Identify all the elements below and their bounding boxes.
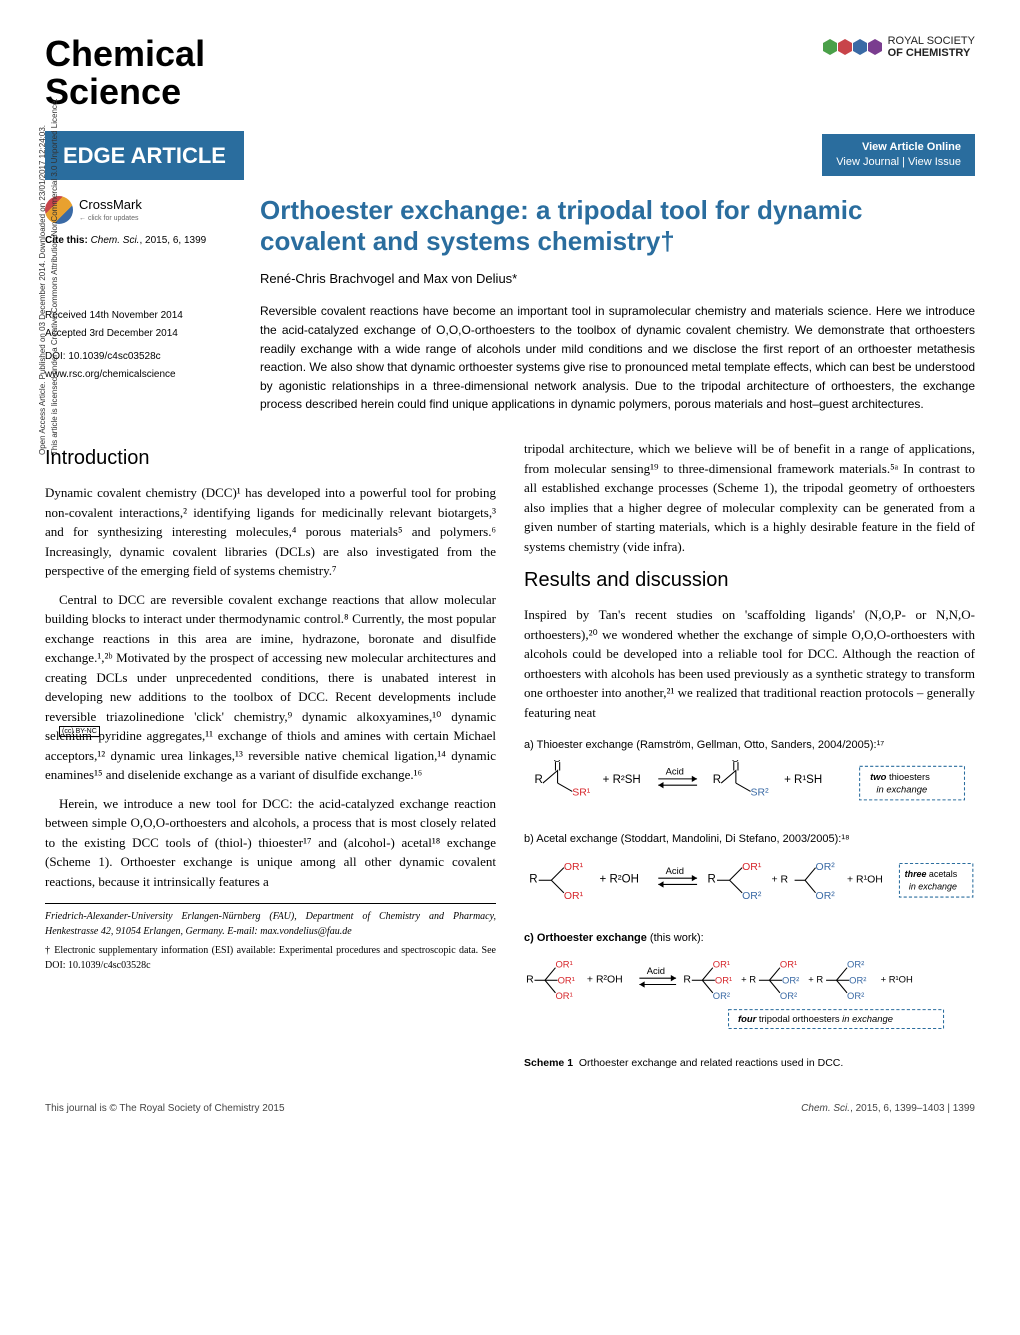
article-title: Orthoester exchange: a tripodal tool for…: [260, 195, 975, 257]
svg-text:OR²: OR²: [847, 958, 864, 969]
svg-text:Acid: Acid: [666, 865, 684, 876]
cc-license-badge: (cc) BY-NC: [59, 725, 100, 738]
crossmark-badge[interactable]: CrossMark ← click for updates: [45, 195, 230, 225]
svg-text:OR¹: OR¹: [555, 958, 572, 969]
svg-text:four tripodal orthoesters in e: four tripodal orthoesters in exchange: [738, 1013, 893, 1024]
svg-text:+ R¹OH: + R¹OH: [847, 875, 883, 886]
page-citation: Chem. Sci., 2015, 6, 1399–1403 | 1399: [801, 1101, 975, 1116]
svg-text:R: R: [708, 874, 716, 886]
received-date: Received 14th November 2014: [45, 308, 230, 323]
metadata-sidebar: CrossMark ← click for updates Cite this:…: [45, 195, 230, 414]
svg-text:in exchange: in exchange: [909, 882, 957, 892]
svg-text:R: R: [526, 974, 534, 985]
svg-text:OR²: OR²: [742, 892, 762, 903]
view-links[interactable]: View Article Online View Journal | View …: [822, 134, 975, 177]
publisher-name: ROYAL SOCIETY OF CHEMISTRY: [888, 35, 975, 59]
scheme-c-reaction: R OR¹ OR¹ OR¹ + R²OH Acid R: [524, 953, 975, 1042]
article-type-label: EDGE ARTICLE: [45, 131, 244, 180]
svg-text:OR¹: OR¹: [715, 974, 732, 985]
rsc-hexagons: [823, 39, 882, 55]
svg-text:O: O: [553, 760, 560, 764]
authors: René-Chris Brachvogel and Max von Delius…: [260, 269, 975, 289]
svg-text:Acid: Acid: [647, 965, 665, 976]
right-column: tripodal architecture, which we believe …: [524, 439, 975, 1071]
svg-text:in exchange: in exchange: [876, 783, 927, 794]
intro-heading: Introduction: [45, 443, 496, 473]
svg-text:OR²: OR²: [816, 862, 836, 873]
svg-text:OR¹: OR¹: [713, 958, 730, 969]
svg-text:Acid: Acid: [666, 765, 684, 776]
scheme-1: a) Thioester exchange (Ramström, Gellman…: [524, 737, 975, 1071]
svg-text:+ R¹SH: + R¹SH: [784, 774, 822, 786]
scheme-b-reaction: R OR¹ OR¹ + R²OH Acid R OR¹: [524, 853, 975, 916]
svg-text:R: R: [529, 874, 537, 886]
scheme-c-label: c) Orthoester exchange (this work):: [524, 930, 975, 947]
accepted-date: Accepted 3rd December 2014: [45, 326, 230, 341]
page-header: Chemical Science ROYAL SOCIETY OF CHEMIS…: [45, 35, 975, 111]
metadata-row: CrossMark ← click for updates Cite this:…: [45, 195, 975, 414]
copyright: This journal is © The Royal Society of C…: [45, 1101, 285, 1116]
open-access-sidebar: Open Access Article. Published on 03 Dec…: [37, 0, 61, 455]
svg-text:OR²: OR²: [713, 990, 730, 1001]
scheme-caption: Scheme 1 Orthoester exchange and related…: [524, 1056, 975, 1072]
svg-text:R: R: [535, 774, 543, 786]
svg-text:OR¹: OR¹: [558, 974, 575, 985]
svg-text:OR¹: OR¹: [564, 892, 584, 903]
svg-text:SR²: SR²: [751, 787, 770, 798]
intro-para-3: Herein, we introduce a new tool for DCC:…: [45, 794, 496, 892]
svg-text:+ R²OH: + R²OH: [587, 974, 623, 985]
dates-block: Received 14th November 2014 Accepted 3rd…: [45, 308, 230, 382]
svg-text:OR¹: OR¹: [564, 862, 584, 873]
svg-text:OR²: OR²: [782, 974, 799, 985]
esi-note: † Electronic supplementary information (…: [45, 944, 496, 973]
svg-text:+ R: + R: [808, 973, 823, 984]
page-footer: This journal is © The Royal Society of C…: [45, 1101, 975, 1116]
doi: DOI: 10.1039/c4sc03528c: [45, 349, 230, 364]
svg-text:OR²: OR²: [780, 990, 797, 1001]
scheme-a-label: a) Thioester exchange (Ramström, Gellman…: [524, 737, 975, 754]
svg-text:SR¹: SR¹: [572, 787, 591, 798]
left-column: Introduction Dynamic covalent chemistry …: [45, 439, 496, 1071]
intro-para-2: Central to DCC are reversible covalent e…: [45, 590, 496, 785]
abstract: Reversible covalent reactions have becom…: [260, 302, 975, 414]
results-para-1: Inspired by Tan's recent studies on 'sca…: [524, 605, 975, 722]
svg-text:+ R²SH: + R²SH: [603, 774, 641, 786]
svg-text:+ R²OH: + R²OH: [600, 874, 639, 886]
crossmark-sublabel: ← click for updates: [79, 214, 142, 225]
svg-text:OR¹: OR¹: [742, 862, 762, 873]
svg-text:+ R: + R: [741, 973, 756, 984]
scheme-b-label: b) Acetal exchange (Stoddart, Mandolini,…: [524, 831, 975, 848]
affiliation: Friedrich-Alexander-University Erlangen-…: [45, 903, 496, 939]
publisher-logo: ROYAL SOCIETY OF CHEMISTRY: [823, 35, 975, 59]
svg-text:OR²: OR²: [816, 892, 836, 903]
svg-text:R: R: [683, 974, 691, 985]
citation: Cite this: Chem. Sci., 2015, 6, 1399: [45, 233, 230, 248]
journal-title: Chemical Science: [45, 35, 205, 111]
body-columns: Introduction Dynamic covalent chemistry …: [45, 439, 975, 1071]
col2-para-1: tripodal architecture, which we believe …: [524, 439, 975, 556]
intro-para-1: Dynamic covalent chemistry (DCC)¹ has de…: [45, 483, 496, 581]
svg-text:R: R: [713, 774, 721, 786]
svg-text:OR²: OR²: [847, 990, 864, 1001]
svg-text:+ R¹OH: + R¹OH: [881, 973, 913, 984]
title-abstract-block: Orthoester exchange: a tripodal tool for…: [260, 195, 975, 414]
svg-text:three acetals: three acetals: [905, 870, 958, 880]
svg-text:two thioesters: two thioesters: [870, 770, 930, 781]
scheme-a-reaction: R O SR¹ + R²SH Acid R O: [524, 760, 975, 817]
svg-text:OR¹: OR¹: [555, 990, 572, 1001]
svg-text:OR¹: OR¹: [780, 958, 797, 969]
svg-text:O: O: [732, 760, 739, 764]
crossmark-label: CrossMark: [79, 195, 142, 215]
svg-text:OR²: OR²: [849, 974, 866, 985]
article-type-bar: EDGE ARTICLE View Article Online View Jo…: [45, 131, 975, 180]
results-heading: Results and discussion: [524, 565, 975, 595]
journal-url[interactable]: www.rsc.org/chemicalscience: [45, 367, 230, 382]
svg-text:+ R: + R: [772, 875, 789, 886]
